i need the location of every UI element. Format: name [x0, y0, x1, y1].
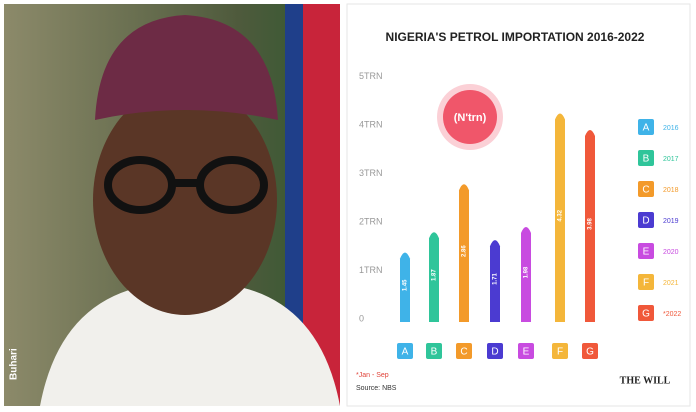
category-box: [518, 343, 534, 359]
legend-label: *2022: [663, 311, 681, 318]
y-tick-label: 4TRN: [359, 119, 383, 129]
legend-letter: B: [643, 154, 650, 165]
x-tick-label: D: [491, 347, 498, 358]
legend-box: [638, 212, 654, 228]
x-tick-label: E: [523, 347, 530, 358]
category-box: [456, 343, 472, 359]
y-tick-label: 0: [359, 313, 364, 323]
legend-label: 2019: [663, 218, 679, 225]
footnote: *Jan - Sep: [356, 372, 389, 379]
photo: Buhari: [4, 4, 340, 406]
chart-panel: [346, 3, 691, 407]
bar: [521, 226, 531, 322]
legend-label: 2021: [663, 280, 679, 287]
legend-letter: A: [643, 123, 650, 134]
category-box: [426, 343, 442, 359]
bar: [459, 184, 469, 322]
value-label: 1.87: [432, 269, 438, 281]
legend-label: 2018: [663, 187, 679, 194]
legend-box: [638, 150, 654, 166]
legend-box: [638, 119, 654, 135]
legend-box: [638, 181, 654, 197]
x-tick-label: B: [431, 347, 438, 358]
legend-letter: C: [642, 185, 649, 196]
bar: [555, 113, 565, 322]
legend-letter: G: [642, 309, 650, 320]
x-tick-label: G: [586, 347, 594, 358]
value-label: 1.45: [403, 279, 409, 291]
value-label: 1.71: [493, 273, 499, 285]
category-box: [487, 343, 503, 359]
legend-box: [638, 243, 654, 259]
legend-label: 2016: [663, 125, 679, 132]
source: Source: NBS: [356, 385, 397, 392]
legend-box: [638, 305, 654, 321]
category-box: [582, 343, 598, 359]
y-tick-label: 2TRN: [359, 216, 383, 226]
bar: [429, 232, 439, 322]
legend-box: [638, 274, 654, 290]
legend-letter: F: [643, 278, 649, 289]
y-tick-label: 5TRN: [359, 71, 383, 81]
legend-letter: D: [642, 216, 649, 227]
chart-title: NIGERIA'S PETROL IMPORTATION 2016-2022: [386, 30, 645, 44]
logo: THE WILL: [620, 375, 671, 386]
x-tick-label: C: [460, 347, 467, 358]
category-box: [397, 343, 413, 359]
category-box: [552, 343, 568, 359]
value-label: 3.98: [588, 217, 594, 229]
badge: [443, 90, 497, 144]
bar: [585, 129, 595, 322]
photo-caption: Buhari: [9, 348, 20, 380]
legend-label: 2017: [663, 156, 679, 163]
legend-letter: E: [643, 247, 650, 258]
x-tick-label: A: [402, 347, 409, 358]
value-label: 4.32: [558, 209, 564, 221]
y-tick-label: 3TRN: [359, 168, 383, 178]
value-label: 2.86: [462, 245, 468, 257]
value-label: 1.98: [524, 266, 530, 278]
bar: [490, 240, 500, 322]
x-tick-label: F: [557, 347, 563, 358]
legend-label: 2020: [663, 249, 679, 256]
y-tick-label: 1TRN: [359, 265, 383, 275]
bar: [400, 252, 410, 322]
badge-label: (N'trn): [454, 112, 487, 124]
